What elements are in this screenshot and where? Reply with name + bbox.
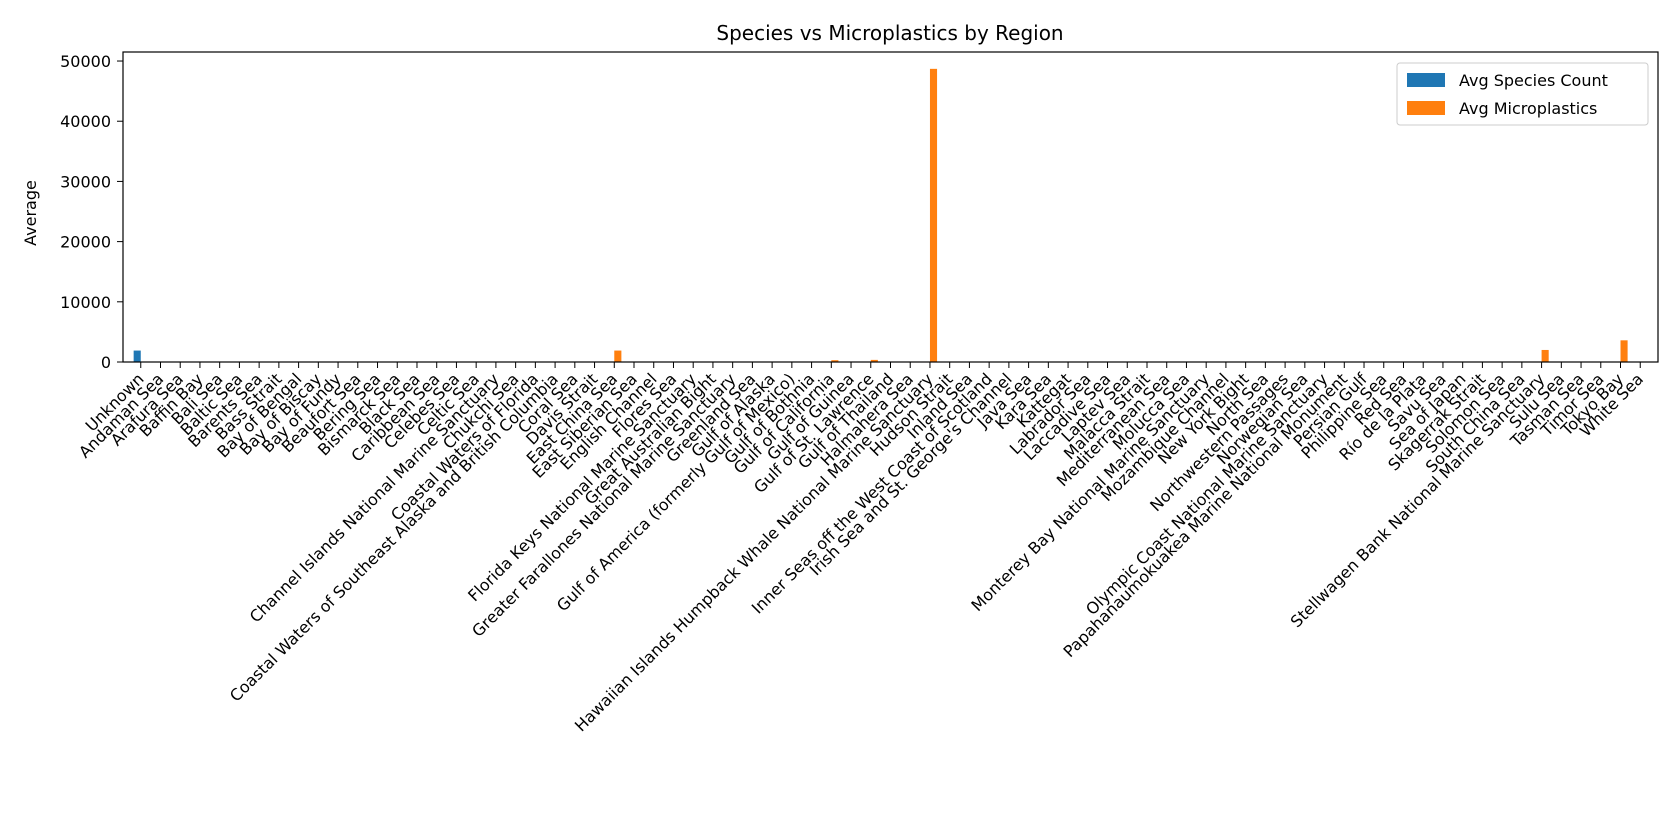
bar-species-0 (133, 350, 141, 362)
legend-swatch-0 (1407, 73, 1445, 87)
bar-microplastics-37 (870, 359, 878, 362)
y-ticks-group: 0 10000 20000 30000 40000 50000 (60, 52, 123, 372)
y-tick-label-0: 0 (101, 353, 111, 372)
bar-microplastics-75 (1620, 340, 1628, 362)
legend-box (1396, 62, 1649, 126)
plot-frame (122, 51, 1659, 363)
y-tick-label-4: 40000 (60, 112, 111, 131)
y-tick-label-3: 30000 (60, 172, 111, 191)
bar-microplastics-71 (1541, 349, 1549, 362)
chart-title: Species vs Microplastics by Region (716, 21, 1063, 45)
y-tick-label-2: 20000 (60, 233, 111, 252)
bar-microplastics-40 (929, 68, 938, 362)
legend: Avg Species Count Avg Microplastics (1396, 62, 1649, 126)
legend-swatch-1 (1407, 101, 1445, 115)
bar-microplastics-35 (831, 360, 839, 362)
bar-microplastics-24 (614, 350, 622, 362)
y-axis-label: Average (21, 180, 40, 246)
y-tick-label-5: 50000 (60, 52, 111, 71)
y-tick-label-1: 10000 (60, 293, 111, 312)
legend-label-0: Avg Species Count (1459, 71, 1608, 90)
legend-label-1: Avg Microplastics (1459, 99, 1597, 118)
